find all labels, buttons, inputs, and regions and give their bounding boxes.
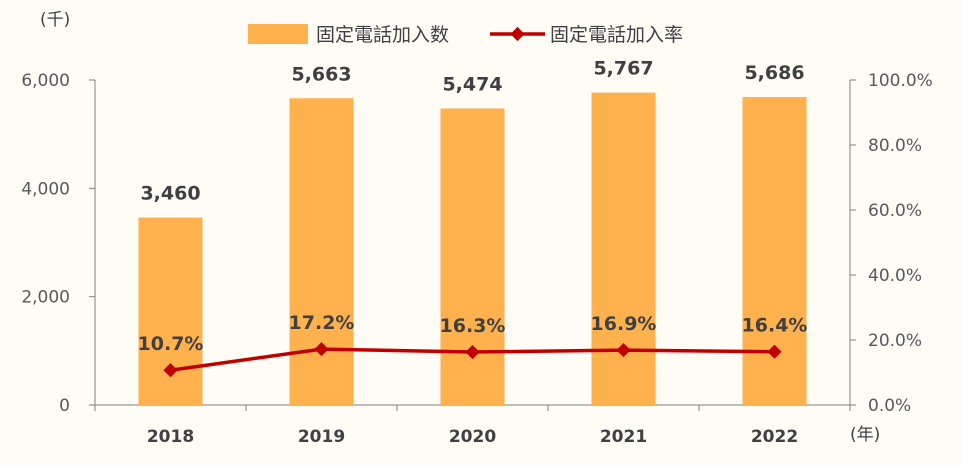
bar-value-label: 5,767	[593, 58, 653, 80]
rate-value-label: 10.7%	[138, 333, 204, 355]
right-tick-label: 0.0%	[868, 396, 911, 416]
left-tick-label: 0	[59, 396, 70, 416]
legend-bar-label: 固定電話加入数	[316, 24, 449, 46]
right-tick-label: 40.0%	[868, 266, 922, 286]
x-tick-label: 2022	[751, 427, 798, 447]
left-tick-label: 6,000	[21, 71, 70, 91]
x-tick-label: 2018	[147, 427, 194, 447]
legend-line-label: 固定電話加入率	[550, 24, 683, 46]
rate-point-marker	[616, 343, 631, 358]
right-tick-label: 80.0%	[868, 136, 922, 156]
bar-value-label: 5,686	[744, 62, 804, 84]
x-tick-label: 2021	[600, 427, 647, 447]
bar-2021	[591, 92, 656, 405]
x-tick-label: 2020	[449, 427, 496, 447]
right-tick-label: 20.0%	[868, 331, 922, 351]
right-tick-label: 60.0%	[868, 201, 922, 221]
rate-value-label: 16.3%	[440, 315, 506, 337]
rate-value-label: 17.2%	[289, 312, 355, 334]
left-tick-label: 2,000	[21, 288, 70, 308]
left-tick-label: 4,000	[21, 179, 70, 199]
rate-point-marker	[767, 344, 782, 359]
legend-bar-swatch	[248, 24, 308, 44]
rate-point-marker	[163, 363, 178, 378]
right-tick-label: 100.0%	[868, 71, 933, 91]
bar-2022	[742, 97, 807, 405]
rate-value-label: 16.4%	[742, 315, 808, 337]
rate-point-marker	[314, 342, 329, 357]
bar-value-label: 5,474	[442, 73, 502, 95]
x-tick-label: 2019	[298, 427, 345, 447]
y-unit-label: (千)	[40, 10, 70, 30]
bar-value-label: 3,460	[140, 183, 200, 205]
bar-2020	[440, 108, 505, 405]
bar-value-label: 5,663	[291, 63, 351, 85]
legend-line-marker	[510, 26, 525, 42]
rate-value-label: 16.9%	[591, 313, 657, 335]
x-unit-label: (年)	[850, 425, 880, 445]
rate-point-marker	[465, 344, 480, 360]
bar-2019	[289, 98, 354, 406]
